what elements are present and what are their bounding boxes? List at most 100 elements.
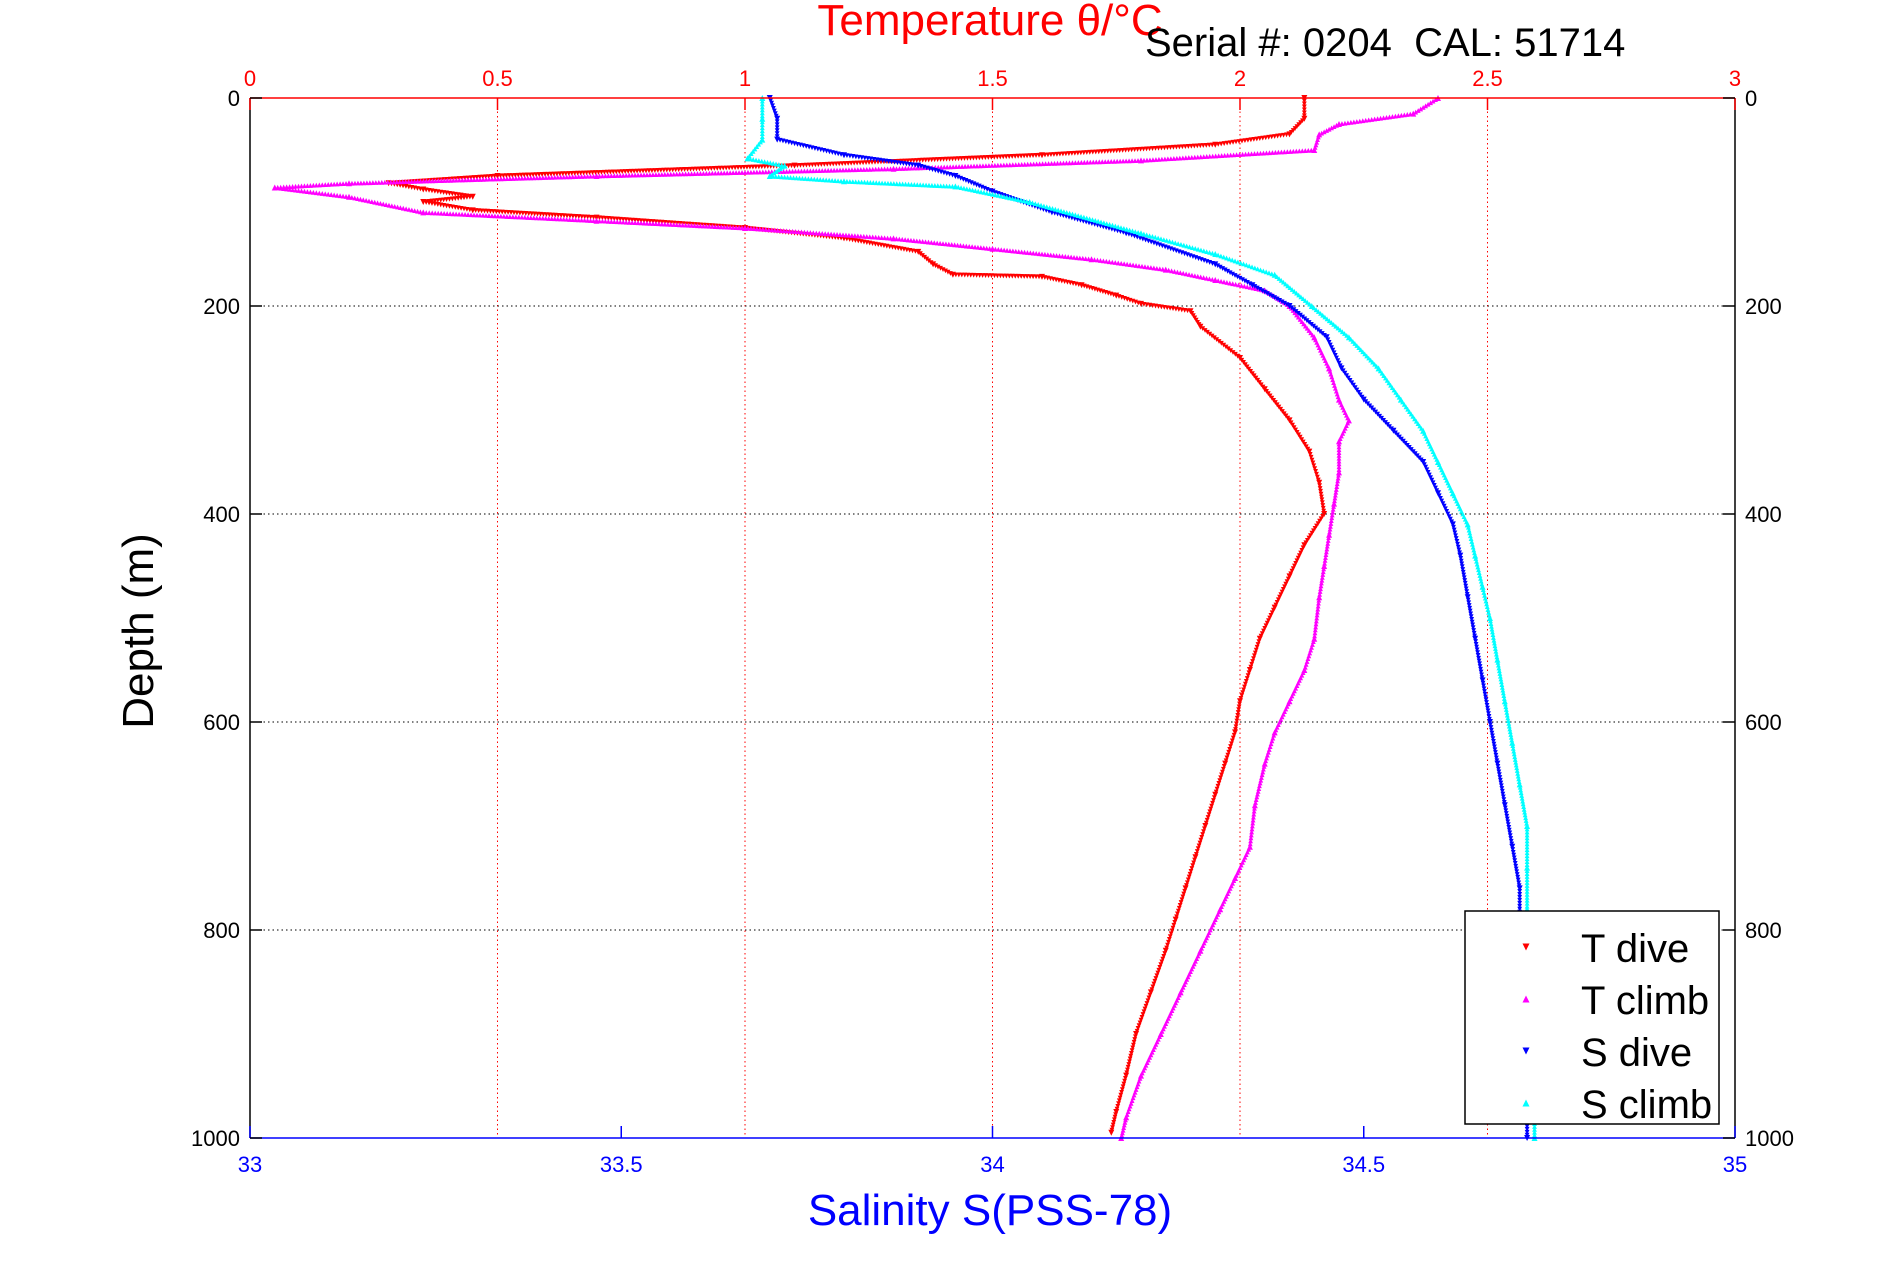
s-dive-trace-marker bbox=[1438, 496, 1443, 501]
t-dive-point bbox=[494, 173, 501, 179]
t-dive-trace-marker bbox=[1165, 942, 1170, 948]
t-dive-point bbox=[1222, 760, 1229, 767]
s-dive-point bbox=[1249, 282, 1256, 289]
s-climb-point bbox=[759, 115, 766, 122]
t-climb-trace-marker bbox=[804, 168, 810, 174]
t-climb-trace-marker bbox=[1418, 106, 1424, 112]
t-climb-trace-marker bbox=[1108, 159, 1114, 164]
s-climb-trace-marker bbox=[1263, 269, 1269, 275]
s-dive-trace-marker bbox=[1267, 292, 1273, 298]
t-climb-trace-marker bbox=[322, 182, 328, 188]
t-dive-trace-marker bbox=[1184, 880, 1190, 886]
t-climb-trace-marker bbox=[668, 221, 674, 227]
t-climb-trace-marker bbox=[911, 165, 917, 171]
s-climb-trace-marker bbox=[750, 157, 756, 162]
t-climb-trace-marker bbox=[1260, 769, 1266, 775]
s-climb-trace-marker bbox=[1474, 558, 1479, 564]
s-dive-trace-marker bbox=[1484, 702, 1490, 708]
t-climb-trace-marker bbox=[998, 247, 1004, 253]
t-climb-trace-marker bbox=[426, 210, 432, 216]
s-climb-trace-marker bbox=[1144, 232, 1150, 238]
salinity-tick-label: 34 bbox=[980, 1152, 1004, 1177]
t-dive-trace-marker bbox=[1228, 348, 1234, 354]
t-climb-trace-marker bbox=[855, 167, 861, 172]
t-climb-trace-marker bbox=[950, 164, 956, 170]
s-dive-trace-marker bbox=[1474, 647, 1480, 653]
s-dive-trace-marker bbox=[1491, 741, 1497, 747]
t-dive-trace-marker bbox=[1313, 469, 1318, 474]
t-climb-trace-marker bbox=[1124, 261, 1130, 267]
t-dive-trace-marker bbox=[1254, 644, 1260, 650]
t-climb-trace-marker bbox=[1039, 251, 1045, 257]
t-climb-trace-marker bbox=[1255, 788, 1261, 794]
t-climb-trace-marker bbox=[1420, 104, 1426, 110]
s-climb-trace-marker bbox=[1087, 216, 1092, 222]
s-dive-trace-marker bbox=[1475, 653, 1481, 658]
t-climb-trace-marker bbox=[730, 170, 736, 176]
t-climb-trace-marker bbox=[1169, 268, 1174, 274]
t-climb-trace-marker bbox=[447, 177, 453, 183]
t-dive-trace-marker bbox=[1223, 344, 1229, 350]
t-dive-trace-marker bbox=[1219, 772, 1224, 778]
s-climb-trace-marker bbox=[967, 187, 973, 192]
t-climb-trace-marker bbox=[1042, 251, 1048, 257]
s-climb-trace-marker bbox=[1498, 679, 1504, 685]
s-dive-trace-marker bbox=[1488, 725, 1494, 730]
s-climb-trace-marker bbox=[1184, 243, 1190, 249]
t-dive-trace-marker bbox=[1245, 673, 1251, 679]
s-dive-trace-marker bbox=[1459, 561, 1465, 567]
s-climb-trace-marker bbox=[984, 190, 990, 196]
s-dive-trace-marker bbox=[1443, 506, 1448, 512]
t-climb-trace-marker bbox=[1256, 786, 1262, 791]
s-dive-trace-marker bbox=[1445, 511, 1451, 517]
s-dive-trace-marker bbox=[1514, 872, 1520, 877]
s-dive-trace-marker bbox=[1478, 669, 1484, 675]
t-dive-trace-marker bbox=[1301, 110, 1307, 116]
s-climb-trace-marker bbox=[805, 176, 811, 182]
t-climb-trace-marker bbox=[665, 221, 671, 227]
s-dive-trace-marker bbox=[1517, 900, 1523, 906]
t-climb-trace-marker bbox=[379, 179, 385, 185]
t-dive-trace-marker bbox=[1235, 710, 1241, 715]
s-climb-point bbox=[1212, 251, 1219, 257]
s-climb-point bbox=[1524, 823, 1531, 829]
t-climb-trace-marker bbox=[766, 169, 772, 175]
t-climb-trace-marker bbox=[852, 233, 858, 239]
t-dive-point bbox=[1286, 131, 1293, 138]
s-climb-trace-marker bbox=[1280, 279, 1286, 285]
t-climb-trace-marker bbox=[1147, 157, 1153, 163]
s-climb-point bbox=[1501, 698, 1508, 705]
t-climb-point bbox=[1271, 729, 1278, 736]
t-climb-trace-marker bbox=[1324, 543, 1330, 549]
t-climb-trace-marker bbox=[1062, 254, 1068, 259]
s-climb-trace-marker bbox=[1335, 325, 1341, 331]
t-climb-trace-marker bbox=[1004, 247, 1010, 253]
s-dive-trace-marker bbox=[1262, 289, 1268, 295]
s-climb-trace-marker bbox=[759, 131, 765, 137]
s-dive-point bbox=[1509, 843, 1516, 850]
s-climb-trace-marker bbox=[987, 191, 993, 196]
s-climb-trace-marker bbox=[1524, 871, 1530, 876]
s-climb-trace-marker bbox=[1495, 662, 1501, 668]
t-climb-trace-marker bbox=[600, 218, 605, 224]
t-climb-trace-marker bbox=[325, 182, 331, 187]
s-dive-trace-marker bbox=[1513, 866, 1519, 872]
t-climb-trace-marker bbox=[331, 192, 337, 198]
t-climb-trace-marker bbox=[1233, 281, 1239, 287]
s-climb-trace-marker bbox=[1243, 262, 1249, 268]
t-climb-trace-marker bbox=[360, 197, 366, 203]
t-climb-trace-marker bbox=[576, 217, 581, 223]
s-climb-point bbox=[1397, 396, 1404, 403]
t-climb-trace-marker bbox=[1095, 257, 1100, 263]
s-climb-trace-marker bbox=[1372, 361, 1378, 367]
s-dive-trace-marker bbox=[1444, 509, 1450, 514]
t-climb-point bbox=[420, 209, 427, 216]
t-climb-trace-marker bbox=[986, 163, 992, 168]
s-climb-trace-marker bbox=[1305, 299, 1310, 305]
s-climb-trace-marker bbox=[1322, 314, 1328, 320]
t-climb-trace-marker bbox=[1257, 780, 1263, 786]
t-climb-trace-marker bbox=[412, 208, 418, 213]
s-climb-trace-marker bbox=[773, 161, 779, 167]
s-climb-trace-marker bbox=[759, 107, 765, 113]
